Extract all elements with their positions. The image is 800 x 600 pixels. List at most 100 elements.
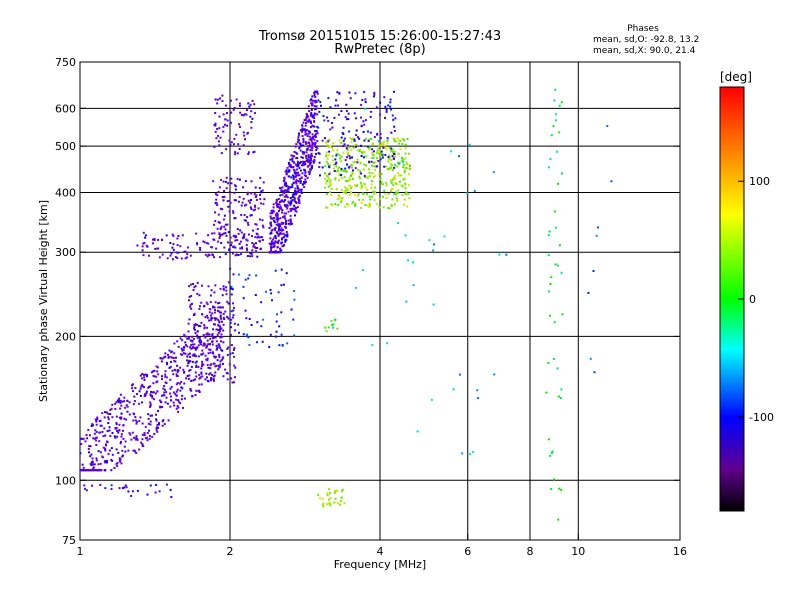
data-point <box>366 188 369 191</box>
data-point <box>132 419 135 422</box>
data-point <box>221 94 224 97</box>
data-point <box>347 118 350 120</box>
data-point <box>223 318 226 320</box>
data-point <box>201 360 204 363</box>
data-point <box>313 112 316 115</box>
data-point <box>291 158 294 161</box>
data-point <box>234 153 237 156</box>
data-point <box>336 149 339 152</box>
data-point <box>228 210 231 213</box>
data-point <box>101 430 104 433</box>
data-point <box>175 398 178 401</box>
data-point <box>450 150 453 153</box>
data-point <box>346 203 348 205</box>
data-point <box>280 232 283 235</box>
data-point <box>379 132 382 135</box>
data-point <box>280 333 283 336</box>
data-point <box>399 148 402 150</box>
data-point <box>314 96 317 98</box>
data-point <box>124 484 127 487</box>
data-point <box>241 246 243 249</box>
data-point <box>116 399 119 402</box>
data-point <box>175 356 177 359</box>
data-point <box>310 152 313 155</box>
data-point <box>191 354 194 357</box>
data-point <box>208 254 211 257</box>
data-point <box>383 147 386 149</box>
data-point <box>149 403 152 406</box>
data-point <box>213 291 216 294</box>
data-point <box>339 201 342 204</box>
data-point <box>388 154 390 157</box>
data-point <box>430 398 433 401</box>
data-point <box>91 457 94 460</box>
data-point <box>404 192 407 195</box>
data-point <box>198 336 201 339</box>
data-point <box>388 146 391 149</box>
data-point <box>283 195 286 198</box>
data-point <box>333 163 335 166</box>
data-point <box>283 192 286 194</box>
data-point <box>189 368 192 371</box>
data-point <box>225 293 228 296</box>
data-point <box>344 189 347 192</box>
data-point <box>385 184 388 187</box>
data-point <box>296 180 299 183</box>
data-point <box>362 168 365 171</box>
data-point <box>300 176 303 179</box>
data-point <box>233 217 236 220</box>
data-point <box>213 306 216 309</box>
data-point <box>343 143 346 146</box>
data-point <box>404 143 407 146</box>
data-point <box>293 298 296 301</box>
data-point <box>380 181 383 183</box>
data-point <box>289 165 292 168</box>
data-point <box>110 488 113 490</box>
data-point <box>340 110 343 112</box>
data-point <box>305 142 308 145</box>
data-point <box>220 306 223 309</box>
data-point <box>379 151 382 154</box>
data-point <box>120 435 123 438</box>
data-point <box>302 137 305 140</box>
data-point <box>547 438 550 441</box>
data-point <box>302 161 305 164</box>
data-point <box>242 144 245 147</box>
data-point <box>291 185 294 188</box>
data-point <box>95 423 98 426</box>
data-point <box>549 283 552 285</box>
data-point <box>362 120 365 123</box>
data-point <box>368 206 371 208</box>
data-point <box>104 460 107 463</box>
data-point <box>175 251 178 254</box>
data-point <box>145 244 148 247</box>
data-point <box>222 356 225 359</box>
data-point <box>469 453 471 456</box>
data-point <box>194 361 197 364</box>
data-point <box>163 385 166 387</box>
data-point <box>239 125 241 128</box>
data-point <box>399 180 401 183</box>
data-point <box>187 246 189 249</box>
data-point <box>313 117 316 120</box>
data-point <box>131 384 133 387</box>
data-point <box>343 176 346 179</box>
data-point <box>406 162 409 165</box>
data-point <box>245 109 248 112</box>
data-point <box>258 187 261 189</box>
data-point <box>290 201 292 204</box>
data-point <box>248 105 251 108</box>
data-point <box>220 317 223 320</box>
data-point <box>270 249 273 251</box>
data-point <box>276 212 279 215</box>
data-point <box>224 310 227 313</box>
data-point <box>110 484 113 487</box>
data-point <box>340 155 343 158</box>
data-point <box>367 130 369 133</box>
data-point <box>358 150 361 152</box>
data-point <box>223 195 226 198</box>
data-point <box>89 445 92 448</box>
data-point <box>355 143 358 146</box>
data-point <box>235 98 238 101</box>
data-point <box>328 181 331 184</box>
